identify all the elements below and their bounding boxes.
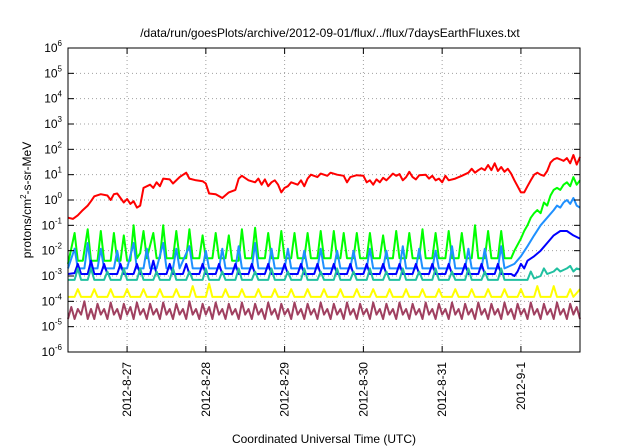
y-tick-exponent: 4 [58, 90, 63, 99]
x-axis: 2012-8-27 2012-8-28 2012-8-29 2012-8-30 2012… [120, 48, 528, 417]
y-axis-label: protons/cm2-s-sr-MeV [19, 142, 34, 258]
x-tick-label: 2012-8-27 [120, 362, 134, 417]
y-tick-label: 101 [44, 166, 62, 182]
x-axis-label: Coordinated Universal Time (UTC) [232, 432, 416, 446]
y-axis: 10610510410310210110010-110-210-310-410-… [42, 39, 580, 359]
series-line [67, 300, 581, 320]
y-tick-base: 10 [44, 117, 58, 131]
y-tick-label: 10-2 [42, 242, 63, 258]
x-tick-label: 2012-9-1 [514, 362, 528, 410]
y-tick-base: 10 [42, 294, 56, 308]
series-line [67, 230, 581, 277]
y-tick-exponent: 3 [58, 115, 63, 124]
series-line [68, 264, 581, 281]
y-tick-exponent: 1 [58, 166, 63, 175]
x-tick-label: 2012-8-31 [435, 362, 449, 417]
y-tick-label: 100 [44, 191, 62, 207]
x-tick-label: 2012-8-28 [199, 362, 213, 417]
y-axis-label-post: -s-sr-MeV [20, 142, 34, 195]
y-tick-label: 104 [44, 90, 62, 106]
y-tick-exponent: 0 [58, 191, 63, 200]
y-tick-exponent: 5 [58, 64, 63, 73]
y-tick-label: 10-3 [42, 267, 63, 283]
y-tick-exponent: 2 [58, 140, 63, 149]
y-tick-exponent: -6 [55, 343, 63, 352]
y-tick-label: 105 [44, 64, 62, 80]
series-line [67, 154, 581, 220]
series-line [67, 176, 581, 265]
y-tick-base: 10 [44, 193, 58, 207]
y-tick-base: 10 [44, 41, 58, 55]
y-tick-base: 10 [44, 66, 58, 80]
y-tick-label: 10-6 [42, 343, 63, 359]
y-tick-label: 103 [44, 115, 62, 131]
y-tick-exponent: 6 [58, 39, 63, 48]
y-tick-exponent: -4 [55, 292, 63, 301]
y-tick-exponent: -5 [55, 318, 63, 327]
y-tick-label: 102 [44, 140, 62, 156]
y-tick-base: 10 [44, 142, 58, 156]
y-tick-base: 10 [42, 320, 56, 334]
y-axis-label-sup: 2 [19, 194, 28, 199]
y-tick-base: 10 [44, 168, 58, 182]
y-tick-base: 10 [42, 244, 56, 258]
y-tick-label: 10-1 [42, 216, 63, 232]
y-tick-label: 10-4 [42, 292, 63, 308]
chart-title: /data/run/goesPlots/archive/2012-09-01/f… [140, 26, 520, 40]
y-tick-label: 10-5 [42, 318, 63, 334]
y-tick-base: 10 [44, 92, 58, 106]
series-group [67, 154, 581, 320]
x-tick-label: 2012-8-29 [278, 362, 292, 417]
series-line [68, 282, 581, 298]
y-tick-base: 10 [42, 218, 56, 232]
y-tick-exponent: -1 [55, 216, 63, 225]
y-tick-exponent: -2 [55, 242, 63, 251]
y-axis-label-pre: protons/cm [20, 199, 34, 258]
y-tick-exponent: -3 [55, 267, 63, 276]
y-tick-base: 10 [42, 345, 56, 359]
series-line [67, 197, 581, 270]
y-tick-label: 106 [44, 39, 62, 55]
x-tick-label: 2012-8-30 [356, 362, 370, 417]
y-tick-base: 10 [42, 269, 56, 283]
